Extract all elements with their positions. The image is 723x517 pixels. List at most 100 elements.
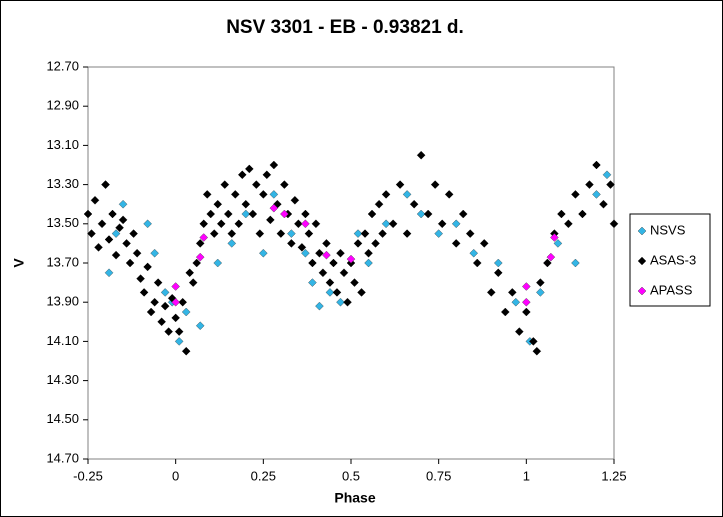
data-point: [259, 248, 268, 258]
data-point: [522, 282, 531, 291]
data-point: [606, 180, 615, 189]
y-tick-label: 13.90: [46, 294, 79, 309]
y-tick-label: 12.90: [46, 98, 79, 113]
data-point: [336, 248, 345, 258]
data-point: [209, 229, 219, 238]
data-point: [543, 258, 552, 268]
data-point: [192, 258, 201, 268]
data-point: [318, 268, 328, 278]
data-point: [472, 258, 482, 268]
data-point: [164, 327, 173, 336]
data-point: [252, 180, 261, 189]
data-point: [522, 307, 531, 317]
legend-label: ASAS-3: [650, 252, 696, 267]
y-tick-label: 14.30: [46, 372, 79, 387]
data-point: [230, 190, 240, 199]
legend-marker: [637, 256, 647, 266]
data-point: [118, 215, 128, 225]
data-point: [409, 199, 419, 209]
data-point: [553, 239, 563, 248]
data-point: [115, 223, 124, 233]
data-point: [195, 239, 205, 248]
data-point: [329, 258, 338, 268]
data-point: [153, 278, 163, 287]
legend-label: APASS: [650, 282, 693, 297]
data-point: [94, 243, 103, 252]
data-point: [416, 209, 426, 219]
y-tick-label: 13.10: [46, 137, 79, 152]
data-point: [304, 229, 314, 238]
data-point: [213, 258, 223, 268]
data-point: [357, 288, 366, 297]
data-point: [276, 229, 286, 238]
data-point: [364, 248, 373, 258]
data-point: [451, 219, 461, 229]
data-point: [311, 219, 321, 229]
data-point: [546, 252, 556, 262]
data-point: [353, 229, 363, 238]
data-point: [479, 239, 489, 248]
data-point: [101, 180, 110, 189]
data-point: [571, 258, 580, 268]
data-point: [301, 219, 310, 229]
chart-title: NSV 3301 - EB - 0.93821 d.: [226, 17, 464, 38]
data-point: [150, 248, 159, 258]
data-point: [350, 278, 359, 287]
data-point: [227, 239, 237, 248]
data-point: [301, 248, 310, 258]
data-point: [571, 190, 580, 199]
data-point: [493, 258, 503, 268]
data-point: [206, 209, 216, 219]
data-point: [248, 209, 258, 219]
legend-label: NSVS: [650, 222, 686, 237]
data-point: [336, 297, 345, 307]
data-point: [195, 252, 205, 262]
data-point: [111, 229, 121, 238]
data-point: [332, 288, 342, 297]
y-tick-label: 12.70: [46, 58, 79, 73]
data-point: [259, 190, 268, 199]
data-point: [125, 258, 135, 268]
data-point: [339, 268, 349, 278]
data-point: [511, 297, 521, 307]
data-point: [557, 209, 566, 219]
data-point: [104, 235, 114, 244]
data-point: [430, 180, 440, 189]
data-point: [325, 288, 335, 297]
data-point: [157, 317, 166, 327]
data-point: [322, 239, 331, 248]
data-point: [353, 239, 363, 248]
data-point: [381, 219, 391, 229]
data-point: [434, 229, 443, 238]
data-point: [97, 219, 107, 229]
y-tick-label: 13.50: [46, 215, 79, 230]
data-point: [220, 180, 230, 189]
data-point: [174, 337, 184, 346]
data-point: [315, 301, 324, 311]
data-point: [174, 327, 184, 336]
x-tick-label: 0.5: [342, 468, 360, 483]
data-point: [255, 229, 265, 238]
data-point: [308, 258, 317, 268]
data-point: [402, 190, 412, 199]
data-point: [111, 250, 121, 260]
data-point: [181, 346, 191, 356]
y-tick-label: 14.10: [46, 333, 79, 348]
data-point: [108, 209, 117, 219]
data-point: [234, 219, 244, 229]
data-point: [532, 346, 542, 356]
data-point: [367, 209, 377, 219]
data-point: [195, 321, 205, 331]
data-point: [458, 209, 468, 219]
data-point: [371, 239, 380, 248]
data-point: [378, 229, 387, 238]
data-point: [585, 180, 594, 189]
data-point: [592, 190, 601, 199]
x-tick-label: -0.25: [73, 468, 103, 483]
data-point: [262, 170, 272, 180]
x-axis-title: Phase: [334, 490, 375, 506]
data-point: [501, 307, 510, 317]
data-point: [178, 297, 187, 307]
data-point: [451, 239, 461, 248]
data-point: [280, 209, 289, 219]
